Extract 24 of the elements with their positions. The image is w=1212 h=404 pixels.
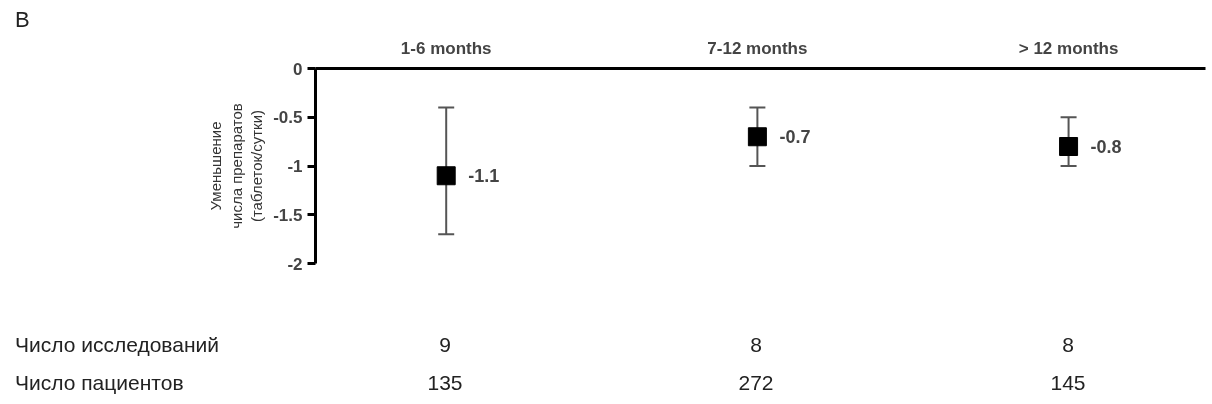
text: 8 xyxy=(1062,332,1074,358)
text: 135 xyxy=(427,370,463,396)
text: 9 xyxy=(439,332,451,358)
text: Число исследований xyxy=(15,332,220,358)
text: 272 xyxy=(738,370,774,396)
text: B xyxy=(15,6,30,34)
point xyxy=(1059,137,1079,156)
text: Число пациентов xyxy=(15,370,184,396)
text: 8 xyxy=(750,332,762,358)
y-tick-label: -0.5 xyxy=(273,108,303,128)
text: 145 xyxy=(1050,370,1086,396)
y-tick-label: -2 xyxy=(287,254,303,274)
x-tick-label: 1-6 months xyxy=(400,38,492,58)
data-label: -1.1 xyxy=(468,166,500,187)
x-tick-label: 7-12 months xyxy=(707,38,808,58)
y-tick-label: 0 xyxy=(293,59,303,79)
y-tick-label: -1 xyxy=(287,157,303,176)
data-label: -0.7 xyxy=(779,127,811,148)
y-axis-title: Уменьшение числа препаратов (таблеток/сутки) xyxy=(207,103,266,229)
point xyxy=(436,166,456,186)
y-tick-label: -1.5 xyxy=(273,205,303,225)
x-tick-label: > 12 months xyxy=(1018,38,1119,58)
point xyxy=(747,127,767,147)
data-label: -0.8 xyxy=(1090,137,1122,157)
